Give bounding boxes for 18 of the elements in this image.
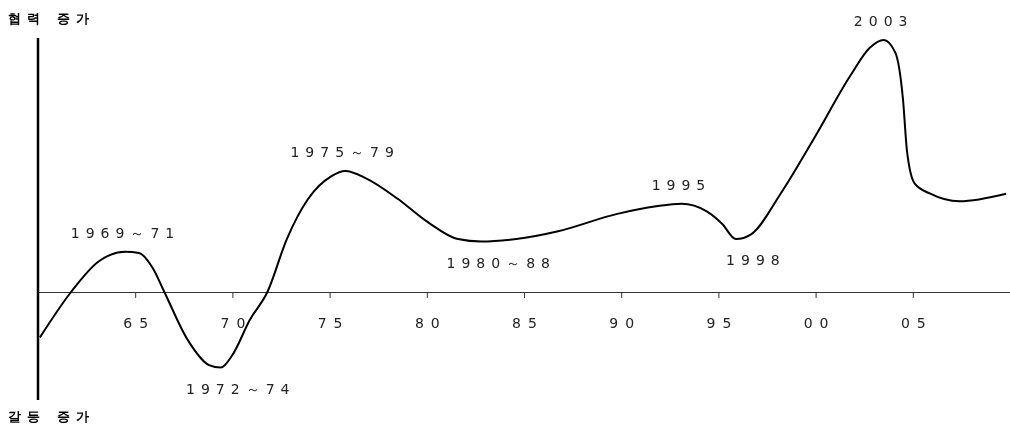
annotation: 1998: [726, 252, 786, 269]
x-tick-label: 90: [609, 314, 642, 331]
annotation: 1969～71: [70, 224, 181, 241]
annotation: 1975～79: [290, 144, 400, 161]
x-tick-label: 70: [220, 314, 253, 331]
x-tick-label: 75: [317, 314, 350, 331]
annotation: 1980～88: [446, 254, 556, 271]
x-tick-label: 95: [706, 314, 739, 331]
x-tick-label: 00: [803, 314, 836, 331]
x-tick-label: 65: [123, 314, 156, 331]
text: 갈등 증가: [8, 409, 95, 424]
y-axis-title: 협력 증가: [8, 11, 95, 26]
annotation: 1972～74: [186, 380, 296, 397]
x-tick-label: 05: [900, 314, 933, 331]
x-tick-label: 85: [512, 314, 544, 331]
x-tick-label: 80: [414, 314, 447, 331]
annotation: 2003: [853, 13, 914, 29]
annotation: 1995: [651, 176, 712, 193]
